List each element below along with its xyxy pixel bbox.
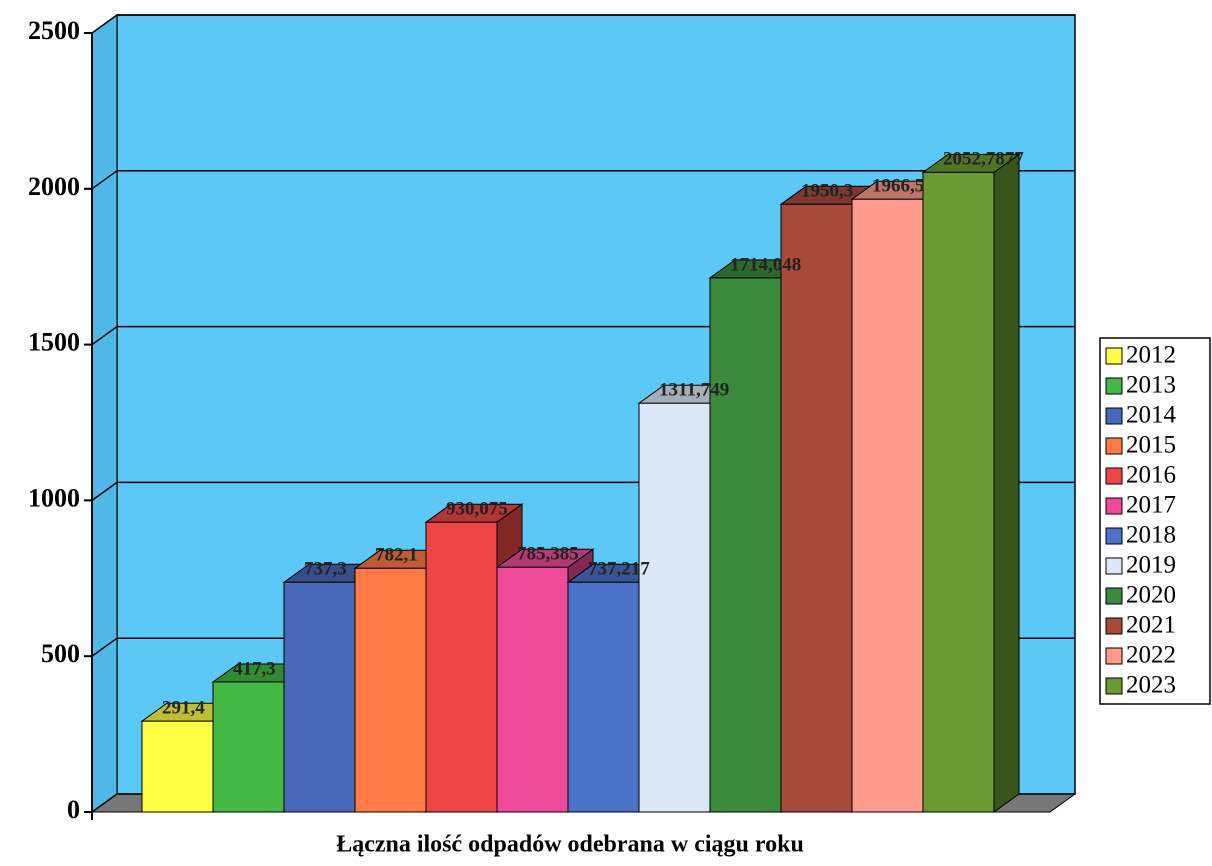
value-label: 1714,048 <box>730 254 801 275</box>
bar <box>709 277 782 813</box>
legend-swatch <box>1105 647 1123 665</box>
legend-swatch <box>1105 677 1123 695</box>
value-label: 1311,749 <box>659 380 729 401</box>
grid-line <box>91 637 118 657</box>
legend-label: 2019 <box>1126 552 1176 579</box>
legend-swatch <box>1105 407 1123 425</box>
value-label: 2052,7877 <box>943 149 1024 170</box>
value-label: 782,1 <box>375 545 418 566</box>
bar <box>496 566 569 813</box>
legend-label: 2021 <box>1126 612 1176 639</box>
value-label: 1966,5 <box>872 176 924 197</box>
grid-line <box>91 481 118 502</box>
legend-swatch <box>1105 527 1123 545</box>
x-axis-label: Łączna ilość odpadów odebrana w ciągu ro… <box>336 832 804 858</box>
bar-side <box>993 153 1020 813</box>
grid-line <box>91 793 118 813</box>
legend-swatch <box>1105 377 1123 395</box>
bar <box>638 402 711 813</box>
y-tick-label: 1000 <box>28 483 80 512</box>
legend-box <box>1099 337 1211 705</box>
grid-line <box>91 14 118 34</box>
legend-label: 2023 <box>1126 672 1176 699</box>
value-label: 291,4 <box>162 698 205 719</box>
legend-label: 2014 <box>1126 402 1177 429</box>
legend-swatch <box>1105 587 1123 605</box>
bar <box>851 198 924 813</box>
bar <box>283 581 356 813</box>
value-label: 930,075 <box>446 499 508 520</box>
y-tick-label: 2500 <box>28 16 80 45</box>
y-tick-label: 500 <box>41 639 80 668</box>
legend-swatch <box>1105 437 1123 455</box>
legend-swatch <box>1105 617 1123 635</box>
y-tick-label: 2000 <box>28 172 80 201</box>
legend-label: 2015 <box>1126 432 1176 459</box>
bar <box>212 681 285 813</box>
legend-label: 2017 <box>1126 492 1176 519</box>
legend-label: 2012 <box>1126 342 1176 369</box>
value-label: 737,217 <box>588 559 650 580</box>
value-label: 1950,3 <box>801 181 853 202</box>
bar <box>922 171 995 813</box>
value-label: 417,3 <box>233 658 276 679</box>
legend-label: 2020 <box>1126 582 1176 609</box>
legend-swatch <box>1105 347 1123 365</box>
left-wall <box>91 14 118 813</box>
value-label: 737,3 <box>304 559 347 580</box>
legend-label: 2022 <box>1126 642 1176 669</box>
legend-label: 2018 <box>1126 522 1176 549</box>
legend-label: 2013 <box>1126 372 1176 399</box>
bar <box>567 581 640 813</box>
y-tick-label: 1500 <box>28 328 80 357</box>
bar <box>354 567 427 813</box>
grid-line <box>91 170 118 190</box>
y-tick-label: 0 <box>67 795 80 824</box>
legend-swatch <box>1105 467 1123 485</box>
legend-swatch <box>1105 497 1123 515</box>
legend-label: 2016 <box>1126 462 1176 489</box>
value-label: 785,385 <box>517 544 579 565</box>
bar <box>780 203 853 813</box>
bar <box>141 720 214 813</box>
bar <box>425 521 498 813</box>
grid-line <box>91 325 118 346</box>
legend-swatch <box>1105 557 1123 575</box>
